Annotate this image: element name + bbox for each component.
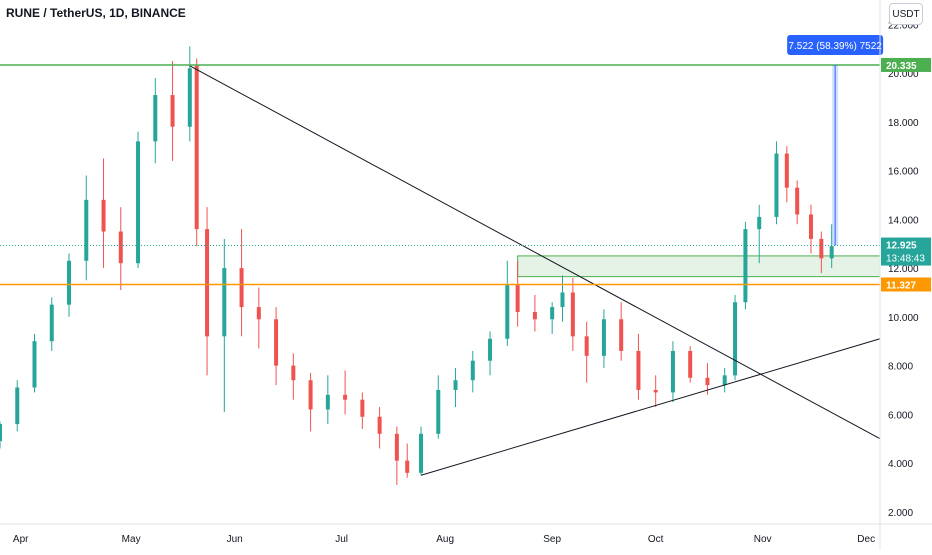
candle-body: [757, 216, 762, 230]
candle-body: [584, 336, 589, 356]
candle-body: [560, 292, 565, 308]
currency-button[interactable]: USDT: [889, 3, 923, 25]
measure-tool[interactable]: 7.522 (58.39%) 7522: [787, 34, 884, 246]
x-tick-label: Nov: [754, 534, 772, 545]
y-tick-label: 16.000: [888, 167, 919, 178]
candle-body: [256, 307, 261, 320]
candle-body: [515, 285, 520, 312]
horizontal-line-label: 11.327: [886, 280, 916, 291]
trendline: [420, 338, 881, 476]
y-tick-label: 4.000: [888, 459, 913, 470]
candle-body: [505, 285, 510, 339]
candle-body: [774, 153, 779, 217]
candle-body: [550, 307, 555, 320]
candle-body: [343, 394, 348, 400]
candle-body: [601, 319, 606, 356]
candle-body: [488, 338, 493, 361]
candle-body: [819, 238, 824, 259]
time-axis[interactable]: Apr May Jun Jul Aug Sep Oct Nov Dec: [0, 523, 932, 545]
y-tick-label: 8.000: [888, 362, 913, 373]
y-tick-label: 10.000: [888, 313, 919, 324]
candle-body: [360, 399, 365, 417]
y-tick-label: 6.000: [888, 410, 913, 421]
candle-body: [808, 214, 813, 239]
candle-body: [784, 153, 789, 188]
candle-body: [325, 394, 330, 410]
price-labels: 20.335 11.327 12.925 13:48:43: [881, 57, 931, 292]
y-tick-label: 18.000: [888, 118, 919, 129]
y-tick-label: 20.000: [888, 69, 919, 80]
candle-body: [239, 268, 244, 308]
candle-body: [705, 377, 710, 386]
x-tick-label: Sep: [543, 534, 561, 545]
measure-label-bg: [787, 34, 884, 55]
countdown-label: 13:48:43: [886, 254, 925, 265]
candle-body: [153, 95, 158, 142]
candles: [0, 46, 834, 486]
horizontal-line-label-bg: [881, 277, 931, 292]
zone-rect: [517, 255, 881, 278]
measure-label: 7.522 (58.39%) 7522: [788, 41, 882, 52]
candle-body: [394, 433, 399, 461]
x-tick-label: Apr: [13, 534, 29, 545]
x-tick-label: Jun: [227, 534, 243, 545]
candle-body: [49, 304, 54, 342]
y-tick-label: 14.000: [888, 215, 919, 226]
candle-body: [15, 387, 20, 425]
candle-body: [636, 350, 641, 390]
candle-body: [136, 141, 141, 264]
drawing-lines[interactable]: [0, 64, 881, 476]
horizontal-line-label: 20.335: [886, 61, 917, 72]
x-tick-label: May: [122, 534, 141, 545]
y-tick-label: 12.000: [888, 264, 919, 275]
candle-body: [291, 365, 296, 381]
candle-body: [795, 187, 800, 215]
candle-body: [470, 360, 475, 381]
candle-body: [377, 416, 382, 434]
candle-body: [419, 433, 424, 473]
candle-body: [205, 229, 210, 337]
consolidation-zone[interactable]: [517, 255, 881, 278]
trendline: [189, 65, 881, 440]
candle-body: [308, 380, 313, 410]
candle-body: [532, 311, 537, 320]
candle-body: [829, 246, 834, 259]
candle-body: [32, 341, 37, 388]
candle-body: [670, 350, 675, 393]
candle-body: [67, 260, 72, 305]
y-tick-label: 22.000: [888, 20, 919, 31]
candle-body: [688, 350, 693, 378]
x-tick-label: Oct: [648, 534, 664, 545]
candle-body: [405, 460, 410, 473]
candle-body: [274, 319, 279, 366]
candle-body: [453, 380, 458, 390]
candle-body: [0, 424, 2, 442]
y-tick-label: 2.000: [888, 508, 913, 519]
candle-body: [722, 375, 727, 386]
candle-body: [436, 389, 441, 434]
chart-title: RUNE / TetherUS, 1D, BINANCE: [6, 6, 186, 20]
candle-body: [187, 68, 192, 127]
candle-body: [84, 199, 89, 261]
x-tick-label: Aug: [436, 534, 454, 545]
price-axis[interactable]: 22.000 20.000 18.000 16.000 14.000 12.000 10.0…: [879, 0, 919, 550]
candle-body: [619, 319, 624, 351]
last-price-tag-bg: [881, 237, 931, 266]
candle-body: [118, 231, 123, 264]
candle-body: [194, 65, 199, 230]
x-tick-label: Jul: [335, 534, 348, 545]
candle-body: [570, 292, 575, 337]
candle-body: [743, 229, 748, 303]
candle-body: [653, 389, 658, 393]
last-price-label: 12.925: [886, 241, 917, 252]
candle-body: [170, 95, 175, 127]
horizontal-line-label-bg: [881, 57, 931, 72]
candle-body: [101, 199, 106, 232]
x-tick-label: Dec: [857, 534, 875, 545]
candle-body: [733, 302, 738, 376]
candle-body: [222, 268, 227, 337]
